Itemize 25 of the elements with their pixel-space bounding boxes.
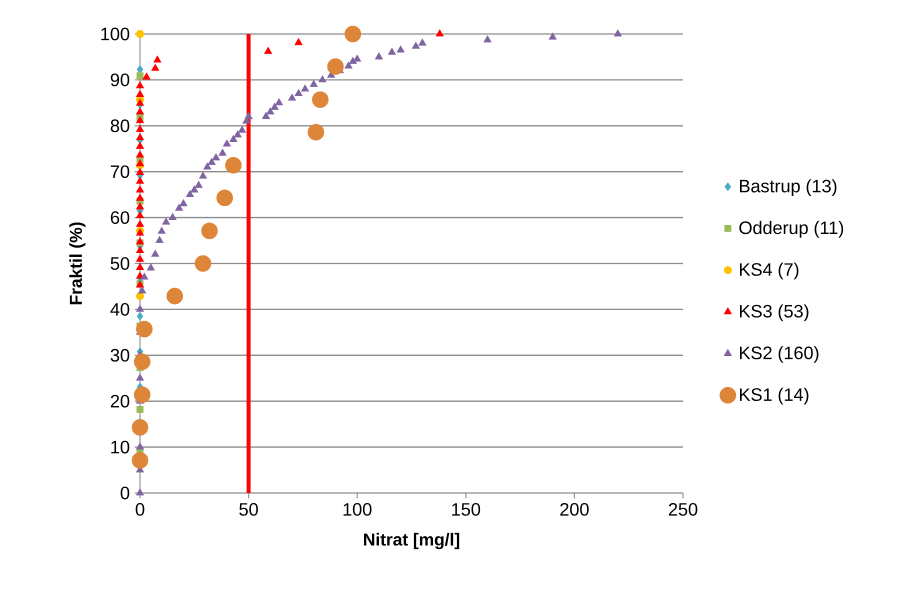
legend-label: Bastrup (13) (740, 179, 836, 196)
y-tick-label: 20 (110, 394, 130, 408)
y-tick-label: 40 (110, 303, 130, 316)
x-tick-label: 200 (560, 503, 589, 516)
y-tick-label: 30 (110, 348, 130, 362)
legend-label: KS1 (14) (740, 388, 808, 405)
legend-label: Odderup (11) (739, 220, 844, 238)
y-tick-label: 50 (110, 257, 130, 270)
x-tick-label: 0 (136, 503, 144, 516)
legend-label: KS3 (53) (740, 304, 808, 322)
x-tick-label: 250 (668, 503, 698, 516)
x-tick-label: 100 (344, 503, 372, 516)
y-tick-label: 70 (110, 165, 130, 178)
legend-label: KS4 (7) (740, 262, 798, 280)
x-axis-title: Nitrat [mg/l] (364, 532, 460, 550)
y-tick-label: 10 (111, 440, 130, 454)
y-tick-label: 100 (101, 28, 130, 40)
y-tick-label: 80 (110, 119, 130, 132)
legend-label: KS2 (160) (740, 346, 818, 363)
x-tick-label: 50 (239, 503, 258, 516)
y-axis-title: Fraktil (%) (69, 222, 86, 304)
x-tick-label: 150 (452, 503, 480, 516)
y-tick-label: 90 (110, 74, 130, 86)
y-tick-label: 0 (120, 486, 130, 500)
y-tick-label: 60 (110, 211, 130, 224)
